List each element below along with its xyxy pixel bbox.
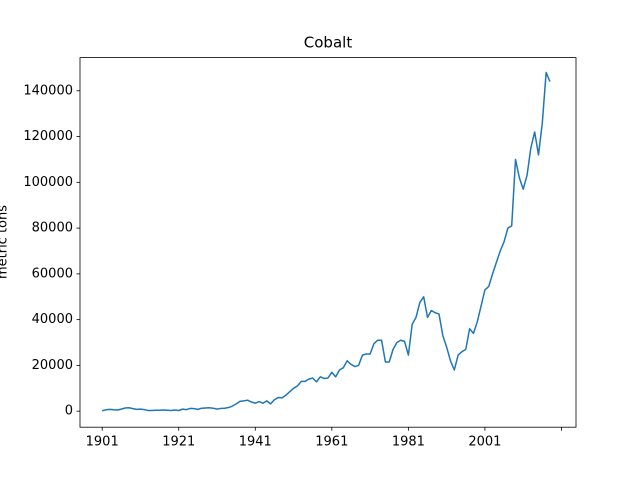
x-tick-label: 1901	[86, 435, 119, 450]
line-series	[102, 71, 551, 412]
y-tick-label: 140000	[23, 83, 73, 98]
x-tick-label: 1961	[315, 435, 348, 450]
plot-frame	[79, 57, 577, 428]
y-tick-label: 20000	[32, 358, 73, 373]
x-tick-label: 1981	[392, 435, 425, 450]
y-tick-label: 100000	[23, 175, 73, 190]
y-tick-label: 0	[65, 404, 73, 419]
x-tick-label: 1921	[162, 435, 195, 450]
y-tick-label: 120000	[23, 129, 73, 144]
x-tick-label: 1941	[239, 435, 272, 450]
y-tick-label: 40000	[32, 312, 73, 327]
y-axis-label: metric tons	[0, 205, 11, 279]
y-tick-label: 80000	[32, 221, 73, 236]
chart-title: Cobalt	[304, 34, 353, 52]
y-tick-label: 60000	[32, 266, 73, 281]
x-tick-label: 2001	[468, 435, 501, 450]
